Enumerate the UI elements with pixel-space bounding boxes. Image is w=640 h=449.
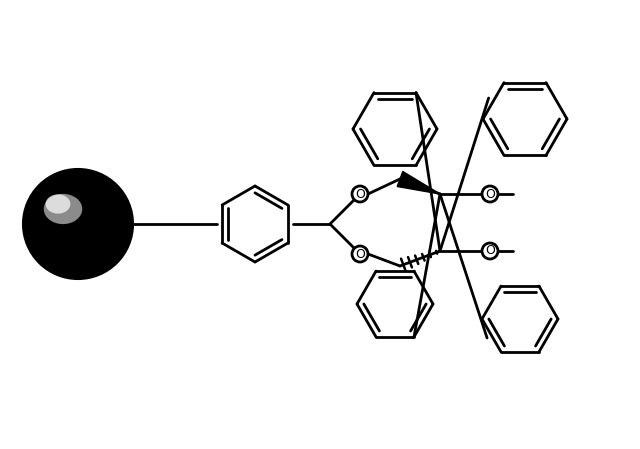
Text: O: O bbox=[355, 188, 365, 201]
Circle shape bbox=[482, 186, 498, 202]
Polygon shape bbox=[397, 172, 440, 194]
Circle shape bbox=[352, 186, 368, 202]
Circle shape bbox=[23, 169, 133, 279]
Circle shape bbox=[482, 243, 498, 259]
Text: O: O bbox=[485, 245, 495, 257]
Ellipse shape bbox=[44, 194, 83, 224]
Text: O: O bbox=[485, 188, 495, 201]
Text: O: O bbox=[355, 247, 365, 260]
Ellipse shape bbox=[45, 194, 70, 214]
Circle shape bbox=[352, 246, 368, 262]
